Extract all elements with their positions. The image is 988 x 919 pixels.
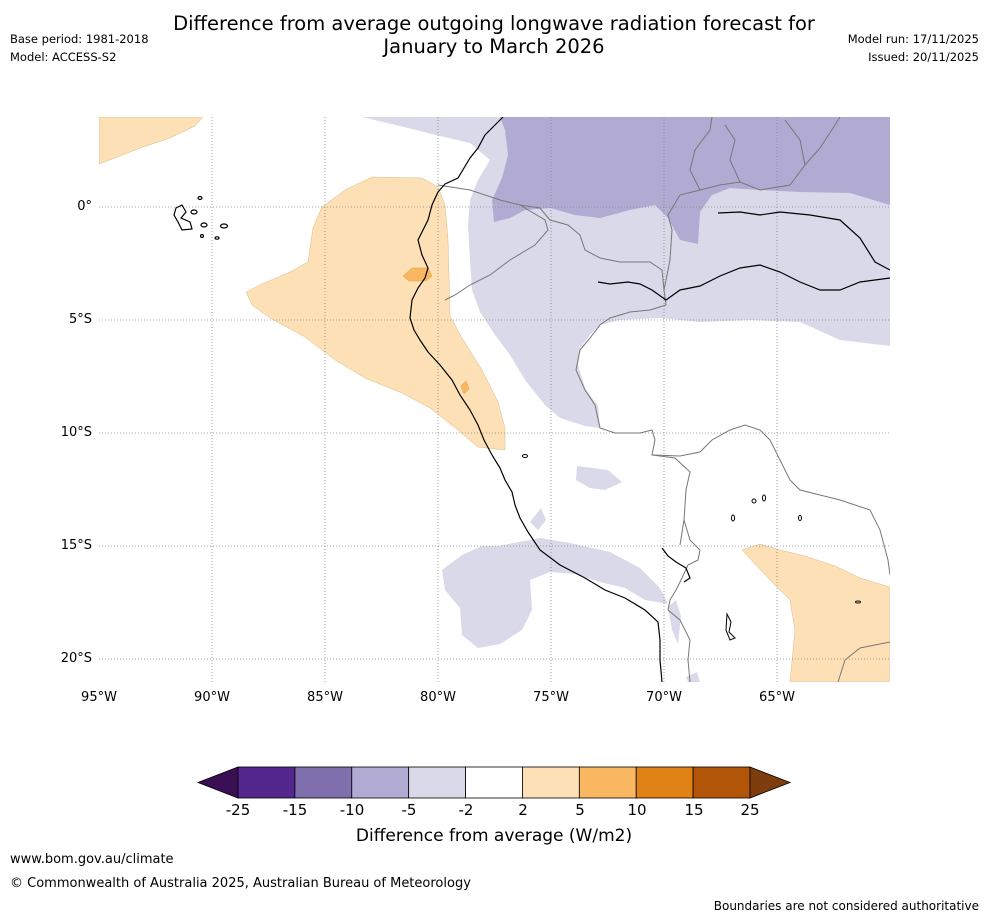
anomaly-negative-small-1	[530, 508, 546, 530]
colorbar-tick-label: 2	[518, 801, 528, 819]
colorbar-tick-label: 10	[627, 801, 647, 819]
boundary-disclaimer: Boundaries are not considered authoritat…	[713, 899, 979, 913]
lat-label: 15°S	[60, 538, 92, 553]
anomaly-positive-northwest	[99, 117, 204, 165]
galapagos-islands	[173, 195, 229, 240]
metadata-right: Model run: 17/11/2025 Issued: 20/11/2025	[848, 32, 979, 68]
lat-label: 20°S	[60, 651, 92, 666]
lat-label: 5°S	[68, 312, 92, 327]
base-period: Base period: 1981-2018	[10, 32, 149, 46]
colorbar-segment	[237, 766, 296, 799]
colorbar	[196, 766, 792, 799]
model-name: Model: ACCESS-S2	[10, 50, 117, 64]
colorbar-extend-high	[749, 766, 792, 799]
anomaly-negative-small-2	[668, 600, 681, 644]
colorbar-segment	[294, 766, 353, 799]
model-run: Model run: 17/11/2025	[847, 32, 979, 46]
anomaly-positive-southeast	[741, 543, 890, 682]
colorbar-tick-label: -2	[458, 801, 474, 819]
colorbar-segment	[465, 766, 523, 799]
lon-label: 75°W	[533, 690, 569, 705]
metadata-left: Base period: 1981-2018 Model: ACCESS-S2	[10, 32, 149, 68]
anomaly-negative-amazon	[362, 117, 890, 428]
colorbar-tick-label: -5	[401, 801, 417, 819]
colorbar-segment	[578, 766, 637, 799]
colorbar-segment	[635, 766, 694, 799]
anomaly-positive-small-patch	[460, 380, 470, 395]
lon-label: 80°W	[420, 690, 456, 705]
lon-label: 65°W	[759, 690, 795, 705]
lon-label: 85°W	[307, 690, 343, 705]
colorbar-segment	[522, 766, 580, 799]
anomaly-negative-north	[492, 117, 890, 244]
colorbar-tick-label: -15	[282, 801, 308, 819]
map-area	[99, 117, 890, 682]
chart-title: Difference from average outgoing longwav…	[0, 12, 988, 58]
colorbar-tick-label: 25	[740, 801, 760, 819]
coastline	[409, 117, 890, 682]
lakes	[522, 454, 861, 641]
anomaly-negative-south-patch	[442, 538, 668, 648]
lon-label: 90°W	[194, 690, 230, 705]
colorbar-segment	[351, 766, 410, 799]
lat-label: 10°S	[60, 425, 92, 440]
lon-label: 95°W	[81, 690, 117, 705]
colorbar-segment	[408, 766, 466, 799]
colorbar-tick-label: 15	[684, 801, 704, 819]
colorbar-tick-label: 5	[575, 801, 585, 819]
lat-label: 0°	[77, 199, 92, 214]
country-borders	[437, 117, 890, 682]
title-line-1: Difference from average outgoing longwav…	[173, 12, 815, 35]
colorbar-title: Difference from average (W/m2)	[355, 826, 633, 846]
lon-label: 70°W	[646, 690, 682, 705]
anomaly-positive-east-pacific	[245, 176, 506, 451]
graticule	[99, 117, 890, 682]
colorbar-tick-label: -25	[225, 801, 251, 819]
colorbar-extend-low	[196, 766, 239, 799]
title-line-2: January to March 2026	[383, 35, 605, 58]
colorbar-tick-label: -10	[339, 801, 365, 819]
anomaly-negative-strip	[576, 466, 622, 490]
footer-url: www.bom.gov.au/climate	[10, 852, 174, 867]
copyright-notice: © Commonwealth of Australia 2025, Austra…	[10, 876, 471, 891]
colorbar-segment	[692, 766, 751, 799]
issued-date: Issued: 20/11/2025	[868, 50, 979, 64]
